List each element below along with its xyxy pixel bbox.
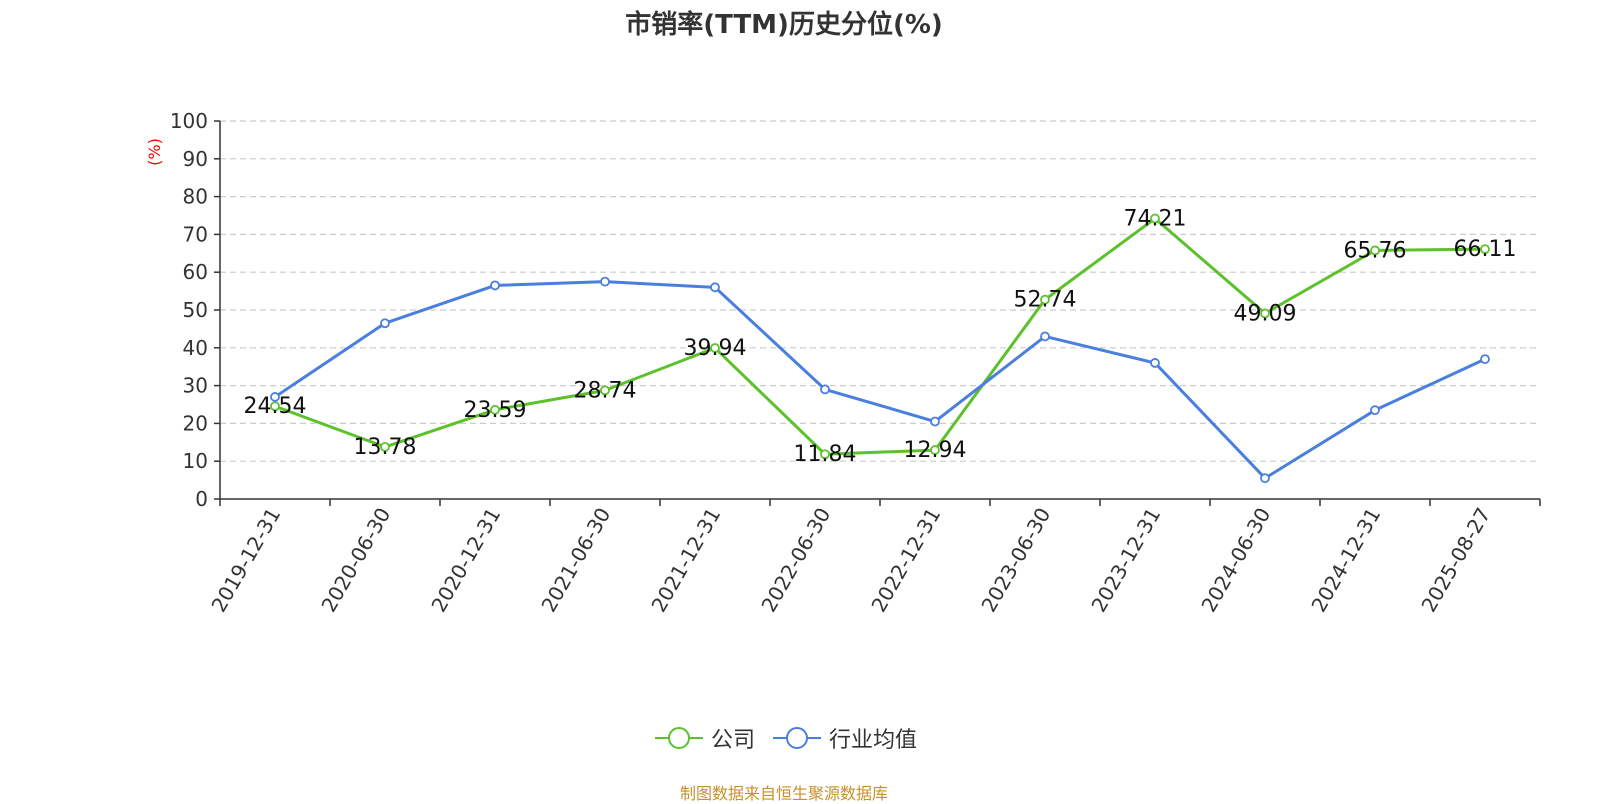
source-footer: 制图数据来自恒生聚源数据库 bbox=[679, 784, 888, 803]
industry-data-point bbox=[1260, 473, 1270, 484]
series-lines bbox=[270, 213, 1490, 484]
industry-data-point bbox=[1150, 358, 1160, 368]
x-tick-label: 2023-06-30 bbox=[976, 504, 1055, 617]
x-tick-label: 2024-12-31 bbox=[1306, 504, 1385, 617]
y-tick-label: 10 bbox=[183, 449, 208, 473]
industry-data-point bbox=[930, 416, 940, 427]
y-tick-label: 70 bbox=[183, 222, 208, 246]
chart-svg: 0 10 20 30 40 50 60 70 80 90 100 2019-12-31 2020-06-… bbox=[145, 109, 1541, 617]
company-data-point bbox=[270, 401, 280, 412]
y-tick-label: 80 bbox=[183, 185, 208, 209]
y-axis-label: (%) bbox=[145, 138, 164, 166]
legend: 公司 行业均值 bbox=[655, 722, 935, 754]
company-data-point bbox=[930, 445, 940, 455]
industry-data-point bbox=[710, 282, 720, 293]
y-tick-label: 90 bbox=[183, 147, 208, 171]
company-data-label: 66.11 bbox=[1454, 237, 1517, 262]
company-series-line bbox=[274, 216, 1486, 456]
company-data-label: 11.84 bbox=[794, 442, 857, 467]
x-tick-label: 2020-06-30 bbox=[316, 504, 395, 617]
industry-data-point bbox=[1480, 354, 1490, 365]
company-data-point bbox=[1370, 245, 1380, 256]
chart-title: 市销率(TTM)历史分位(%) bbox=[625, 10, 943, 40]
company-data-point bbox=[1150, 213, 1160, 224]
industry-data-point bbox=[1370, 405, 1380, 416]
company-data-point bbox=[820, 449, 830, 460]
data-labels: 24.54 13.78 23.59 28.74 39.94 11.84 12.94 52.74… bbox=[244, 206, 1517, 467]
grid-lines bbox=[220, 120, 1540, 462]
x-tick-label: 2021-12-31 bbox=[646, 504, 725, 617]
company-data-label: 49.09 bbox=[1234, 301, 1297, 326]
x-tick-label: 2024-06-30 bbox=[1196, 504, 1275, 617]
company-data-label: 28.74 bbox=[574, 378, 637, 403]
legend-company-label: 公司 bbox=[711, 728, 756, 753]
company-data-label: 13.78 bbox=[354, 435, 417, 460]
company-data-point bbox=[1260, 308, 1270, 319]
x-tick-label: 2022-06-30 bbox=[756, 504, 835, 617]
industry-data-point bbox=[490, 280, 500, 291]
legend-industry-label: 行业均值 bbox=[829, 728, 918, 753]
y-tick-label: 0 bbox=[195, 487, 208, 511]
y-tick-label: 60 bbox=[183, 260, 208, 284]
legend-industry-icon bbox=[773, 727, 822, 749]
y-tick-label: 100 bbox=[170, 109, 208, 133]
y-tick-label: 40 bbox=[183, 336, 208, 360]
x-tick-label: 2020-12-31 bbox=[426, 504, 505, 617]
x-tick-label: 2025-08-27 bbox=[1416, 504, 1495, 617]
y-tick-label: 50 bbox=[183, 298, 208, 322]
company-data-point bbox=[1480, 244, 1490, 255]
company-data-point bbox=[1040, 294, 1050, 305]
industry-data-point bbox=[380, 318, 390, 329]
company-data-label: 52.74 bbox=[1014, 288, 1077, 313]
industry-series-line bbox=[274, 280, 1486, 480]
company-data-label: 65.76 bbox=[1344, 238, 1407, 263]
x-tick-label: 2021-06-30 bbox=[536, 504, 615, 617]
legend-company-icon bbox=[655, 727, 703, 749]
company-data-label: 39.94 bbox=[684, 336, 747, 361]
company-data-point bbox=[490, 404, 500, 415]
industry-data-point bbox=[270, 392, 280, 402]
industry-data-point bbox=[1040, 331, 1050, 342]
industry-data-point bbox=[600, 276, 610, 287]
x-tick-label: 2019-12-31 bbox=[206, 504, 285, 617]
company-data-point bbox=[710, 343, 720, 353]
legend-item-industry[interactable]: 行业均值 bbox=[773, 722, 917, 754]
company-data-point bbox=[380, 442, 390, 452]
industry-data-point bbox=[820, 384, 830, 395]
company-data-label: 12.94 bbox=[904, 438, 967, 463]
axes: 0 10 20 30 40 50 60 70 80 90 100 2019-12-31 2020-06-… bbox=[170, 109, 1541, 617]
company-data-label: 23.59 bbox=[464, 398, 527, 423]
company-data-label: 24.54 bbox=[244, 394, 307, 419]
x-tick-label: 2022-12-31 bbox=[866, 504, 945, 617]
y-tick-label: 30 bbox=[183, 374, 208, 398]
x-tick-label: 2023-12-31 bbox=[1086, 504, 1165, 617]
legend-item-company[interactable]: 公司 bbox=[655, 722, 755, 754]
company-data-label: 74.21 bbox=[1124, 206, 1187, 231]
y-tick-label: 20 bbox=[183, 411, 208, 435]
company-data-point bbox=[600, 385, 610, 396]
